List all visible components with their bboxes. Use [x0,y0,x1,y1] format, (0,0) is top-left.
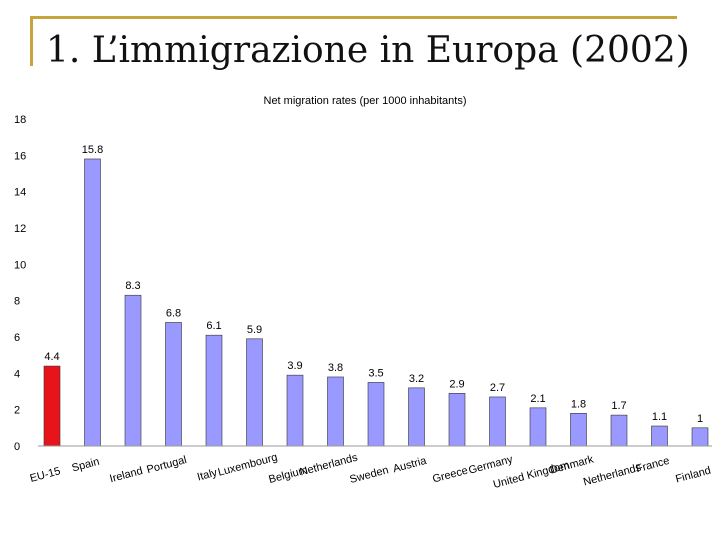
bar [691,427,709,447]
y-axis: 0 2 4 6 8 10 12 14 16 18 [14,114,26,453]
bar [43,365,61,447]
category-label: Austria [392,455,429,476]
bar [489,396,506,447]
bar-value-label: 1.1 [652,411,667,423]
bar-value-label: 1 [697,413,703,425]
y-tick-label: 14 [14,187,26,199]
bar [124,294,142,447]
bar-value-label: 2.9 [449,378,464,390]
bar-value-label: 15.8 [82,144,103,156]
category-label: Finland [674,465,712,486]
bar-value-label: 3.5 [368,367,383,379]
category-label: Portugal [145,454,188,476]
bar [205,334,223,447]
frame-left-line [30,16,33,66]
y-tick-label: 16 [14,150,26,162]
bar [408,387,425,447]
bar-value-label: 3.9 [287,360,302,372]
y-tick-label: 6 [14,332,20,344]
category-label: Italy [196,467,219,484]
bar-value-label: 2.1 [530,393,545,405]
y-tick-label: 18 [14,114,26,126]
y-tick-label: 0 [14,441,20,453]
y-tick-label: 8 [14,296,20,308]
bar-value-label: 1.8 [571,398,586,410]
bar-value-label: 8.3 [125,280,140,292]
bar [84,158,101,447]
bar-chart: Net migration rates (per 1000 inhabitant… [14,95,712,491]
slide-title: 1. L’immigrazione in Europa (2002) [46,30,690,71]
y-tick-label: 12 [14,223,26,235]
bar [448,393,466,447]
category-label: Denmark [549,453,596,476]
category-label: Ireland [108,465,144,485]
category-label: France [635,455,671,475]
category-label: Spain [71,456,101,475]
bar [610,414,628,447]
bar [286,374,304,447]
chart-title: Net migration rates (per 1000 inhabitant… [264,95,467,107]
bar-value-label: 2.7 [490,382,505,394]
bar [529,407,547,447]
bar-value-label: 3.8 [328,362,343,374]
category-label: Germany [467,453,514,476]
bar [165,322,182,447]
bar-value-label: 4.4 [44,351,59,363]
bars: 4.4 15.8 8.3 6.8 6.1 5.9 3.9 3.8 3.5 3.2 2.9 2.7 2.1… [43,144,709,447]
bar-value-label: 6.1 [206,320,221,332]
bar [570,412,587,447]
bar-value-label: 5.9 [247,324,262,336]
bar-value-label: 1.7 [611,400,626,412]
bar-value-label: 6.8 [166,307,181,319]
bar [651,425,668,447]
frame-top-line [30,16,677,19]
y-tick-label: 10 [14,259,26,271]
category-label: EU-15 [29,465,62,485]
category-label: Greece [431,465,469,486]
category-label: Sweden [348,464,390,486]
bar [367,382,385,447]
bar [327,376,344,447]
bar-value-label: 3.2 [409,373,424,385]
bar [246,338,263,447]
y-tick-label: 2 [14,405,20,417]
y-tick-label: 4 [14,368,20,380]
